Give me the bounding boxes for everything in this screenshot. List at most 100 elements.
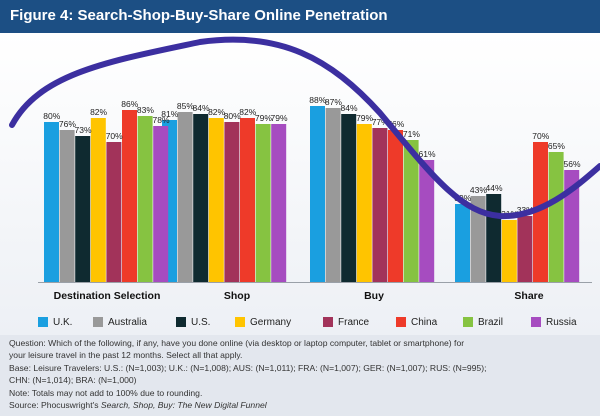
footer-text: Base: Leisure Travelers: U.S.: (N=1,003)… (9, 362, 487, 373)
figure-title: Figure 4: Search-Shop-Buy-Share Online P… (10, 7, 388, 24)
footer-text: Search, Shop, Buy: The New Digital Funne… (100, 400, 267, 410)
bar-australia-0 (59, 130, 75, 282)
legend-item: France (323, 315, 369, 329)
bar-germany-2 (356, 124, 372, 282)
chart-area: 80% 81%88%39%76%85% 87%43%73%84% 84%44%82% 8… (9, 36, 600, 302)
bar-germany-3 (501, 220, 517, 282)
legend-swatch (38, 317, 48, 327)
footer-line: Base: Leisure Travelers: U.S.: (N=1,003)… (9, 363, 486, 373)
legend-swatch (531, 317, 541, 327)
bar-china-1 (240, 118, 255, 282)
footer-text: your leisure travel in the past 12 month… (9, 350, 243, 361)
legend-item: China (396, 315, 437, 329)
data-label: 61% (418, 149, 435, 159)
footer-text: Source: Phocuswright's (9, 400, 101, 410)
bar-germany-1 (208, 118, 224, 282)
bar-france-1 (224, 122, 240, 282)
data-label: 82% (239, 107, 256, 117)
footer-line: Question: Which of the following, if any… (9, 338, 464, 348)
legend-swatch (463, 317, 473, 327)
data-label: 79% (356, 113, 373, 123)
data-label: 33% (517, 205, 534, 215)
data-label: 79% (270, 113, 287, 123)
data-label: 76% (387, 119, 404, 129)
data-label: 76% (59, 119, 76, 129)
data-label: 80% (224, 111, 241, 121)
data-label: 78% (152, 115, 169, 125)
legend-item: Germany (235, 315, 291, 329)
data-label: 82% (90, 107, 107, 117)
legend-swatch (235, 317, 245, 327)
bar-uk-3 (455, 204, 470, 282)
footer-text: Question: Which of the following, if any… (9, 338, 465, 348)
bar-germany-0 (90, 118, 106, 282)
bar-france-0 (106, 142, 122, 282)
data-label: 44% (485, 183, 502, 193)
data-label: 71% (403, 129, 420, 139)
data-label: 65% (548, 141, 565, 151)
bar-russia-1 (271, 124, 287, 282)
bar-uk-0 (44, 122, 59, 282)
bar-brazil-0 (137, 116, 153, 282)
legend-swatch (323, 317, 333, 327)
chart-legend: U.K. Australia U.S. Germany France China Brazi… (38, 315, 598, 329)
data-label: 79% (255, 113, 272, 123)
legend-item: Australia (93, 315, 147, 329)
data-label: 82% (208, 107, 225, 117)
category-label: Share (514, 290, 543, 302)
data-label: 73% (74, 125, 91, 135)
category-label: Destination Selection (54, 290, 161, 302)
bar-australia-1 (177, 112, 193, 282)
data-label: 77% (372, 117, 389, 127)
legend-swatch (396, 317, 406, 327)
footer-line: your leisure travel in the past 12 month… (9, 350, 242, 360)
bar-brazil-1 (255, 124, 271, 282)
figure-header: Figure 4: Search-Shop-Buy-Share Online P… (0, 0, 600, 33)
legend-item: Russia (531, 315, 577, 329)
bar-us-2 (341, 114, 357, 282)
data-label: 80% (43, 111, 60, 121)
data-label: 86% (121, 99, 138, 109)
bar-uk-2 (310, 106, 325, 282)
legend-swatch (176, 317, 186, 327)
bar-china-2 (388, 130, 403, 282)
legend-label: Germany (250, 316, 292, 328)
bar-brazil-2 (403, 140, 419, 282)
data-label: 39% (454, 193, 471, 203)
bar-china-3 (533, 142, 548, 282)
data-label: 87% (325, 97, 342, 107)
bar-france-2 (372, 128, 388, 282)
data-label: 56% (563, 159, 580, 169)
data-label: 84% (192, 103, 209, 113)
legend-label: U.S. (191, 316, 211, 328)
footer-notes: Question: Which of the following, if any… (0, 335, 600, 416)
bar-brazil-3 (548, 152, 564, 282)
footer-line: Source: Phocuswright's Search, Shop, Buy… (9, 400, 267, 410)
bar-russia-2 (419, 160, 435, 282)
legend-item: U.S. (176, 315, 210, 329)
data-label: 85% (177, 101, 194, 111)
footer-line: Note: Totals may not add to 100% due to … (9, 388, 202, 398)
legend-label: U.K. (53, 316, 73, 328)
legend-label: Brazil (478, 316, 504, 328)
legend-label: China (411, 316, 438, 328)
trend-curve (9, 36, 600, 220)
footer-text: Note: Totals may not add to 100% due to … (9, 387, 203, 398)
data-label: 88% (309, 95, 326, 105)
data-label: 43% (470, 185, 487, 195)
category-label: Buy (364, 290, 384, 302)
bar-us-3 (486, 194, 502, 282)
bar-australia-2 (325, 108, 341, 282)
footer-text: CHN: (N=1,014); BRA: (N=1,000) (9, 375, 137, 386)
legend-swatch (93, 317, 103, 327)
legend-label: Australia (108, 316, 147, 328)
bar-australia-3 (470, 196, 486, 282)
data-label: 83% (137, 105, 154, 115)
legend-label: France (338, 316, 370, 328)
bar-us-1 (193, 114, 209, 282)
legend-label: Russia (546, 316, 577, 328)
data-label: 70% (106, 131, 123, 141)
category-label: Shop (224, 290, 250, 302)
data-label: 81% (161, 109, 178, 119)
